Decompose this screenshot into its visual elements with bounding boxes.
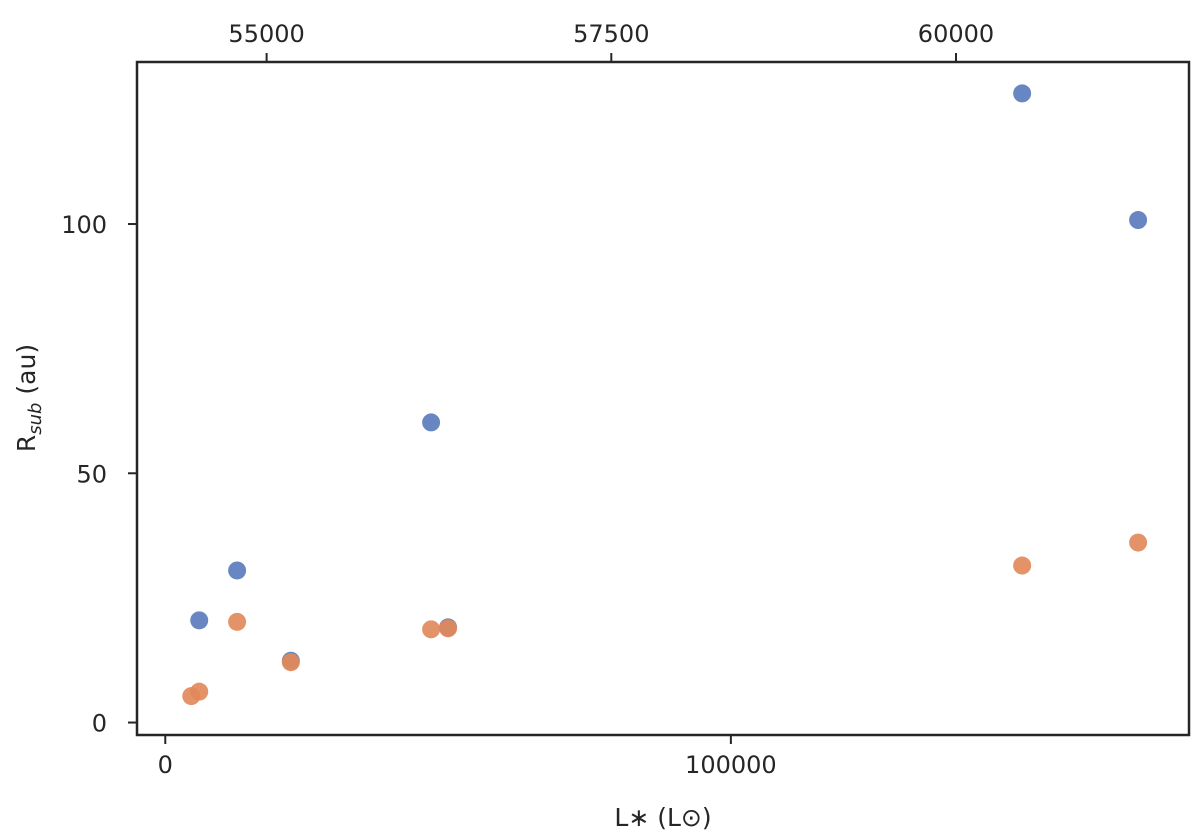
y-axis: 0 50 100 xyxy=(61,211,137,738)
data-point-series-1 xyxy=(228,561,247,580)
data-point-series-2 xyxy=(1013,556,1032,575)
data-point-series-2 xyxy=(1129,533,1148,552)
top-x-tick-label: 55000 xyxy=(228,20,304,48)
top-x-axis: 55000 57500 60000 xyxy=(228,20,994,62)
data-point-series-2 xyxy=(439,619,458,638)
y-tick-label: 0 xyxy=(92,710,107,738)
bottom-x-axis: 0 100000 xyxy=(158,735,777,779)
y-axis-title-unit: (au) xyxy=(12,344,41,403)
data-point-series-2 xyxy=(228,612,247,631)
plot-frame xyxy=(135,60,1191,737)
data-points xyxy=(182,84,1148,706)
top-x-tick-label: 57500 xyxy=(573,20,649,48)
x-axis-title: L∗ (L⊙) xyxy=(614,803,711,832)
y-tick-label: 50 xyxy=(76,460,107,488)
x-tick-label: 0 xyxy=(158,751,173,779)
data-point-series-1 xyxy=(1129,211,1148,230)
top-x-tick-label: 60000 xyxy=(918,20,994,48)
data-point-series-2 xyxy=(422,620,441,639)
y-axis-title-base: R xyxy=(12,435,41,452)
data-point-series-1 xyxy=(422,413,441,432)
x-tick-label: 100000 xyxy=(685,751,777,779)
y-axis-title: Rsub (au) xyxy=(12,344,46,452)
data-point-series-1 xyxy=(1013,84,1032,103)
y-tick-label: 100 xyxy=(61,211,107,239)
data-point-series-1 xyxy=(190,611,209,630)
data-point-series-2 xyxy=(190,682,209,701)
y-axis-title-subscript: sub xyxy=(25,403,46,435)
data-point-series-2 xyxy=(281,653,300,672)
